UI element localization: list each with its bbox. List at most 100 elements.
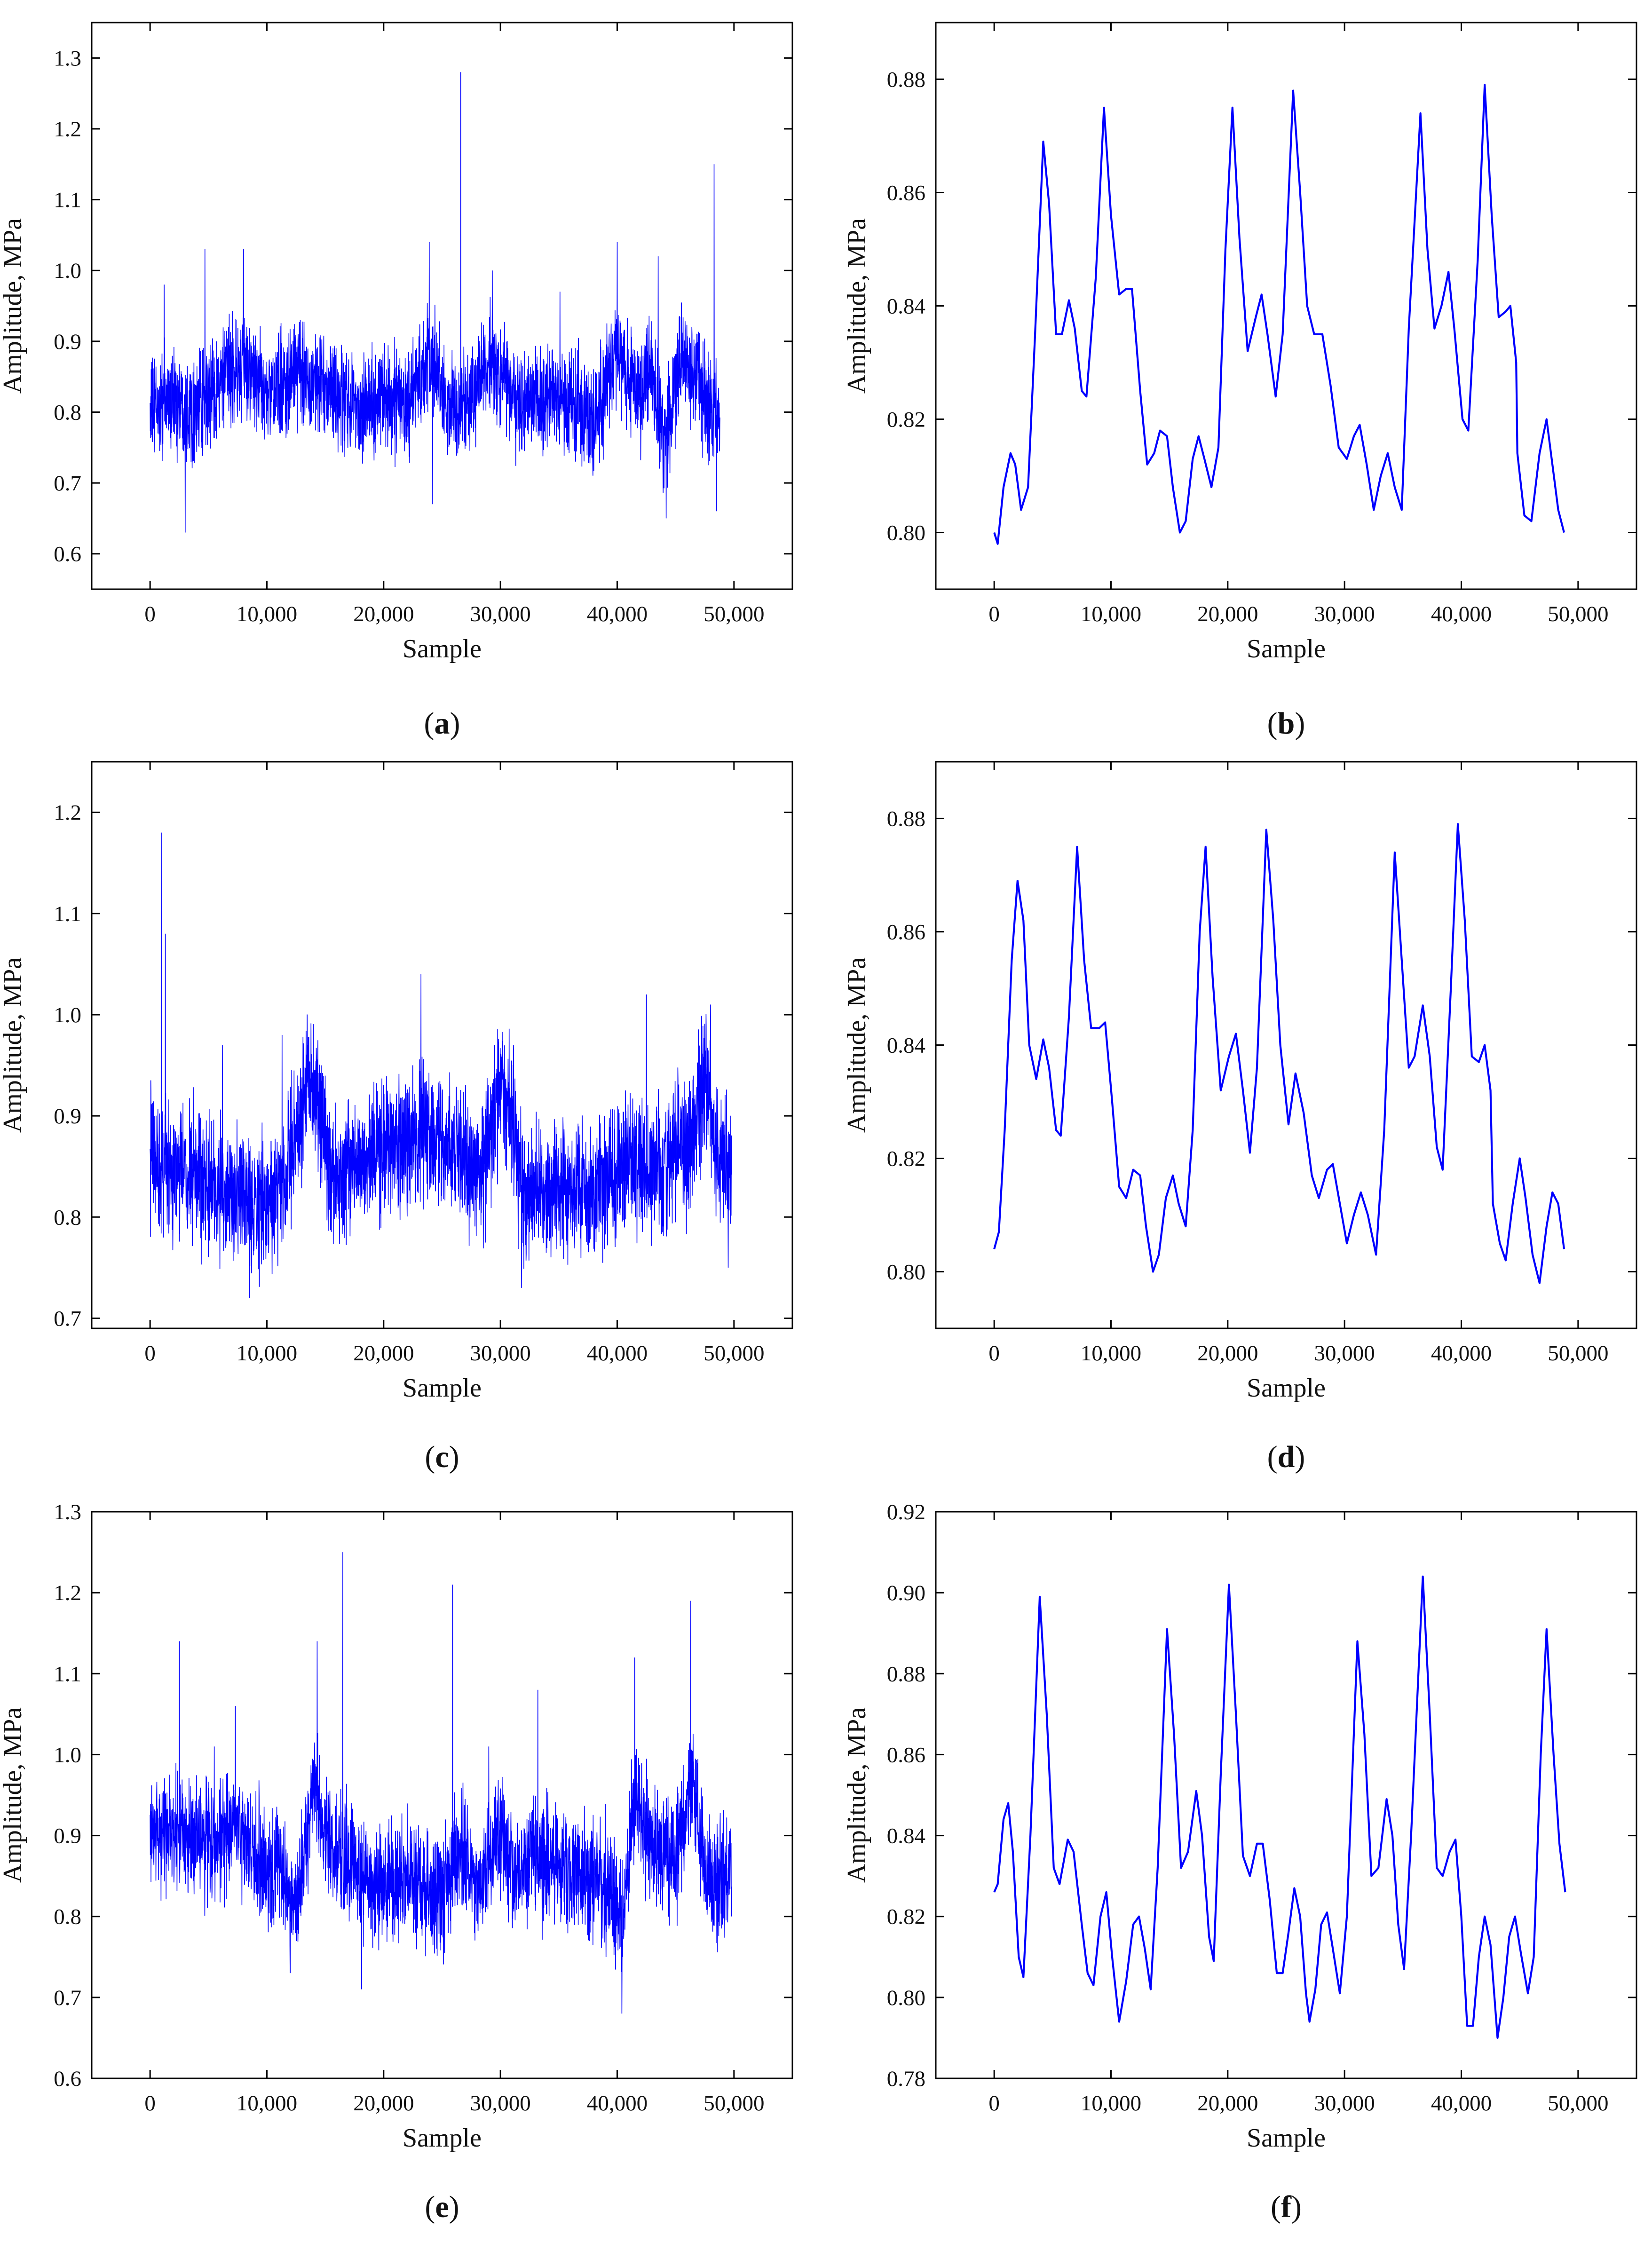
x-tick-label: 10,000: [1081, 2091, 1141, 2116]
plot-frame: [91, 761, 793, 1329]
chart-panel-e: 0 10,000 20,000 30,000 40,000 50,000 0.6 0.7 0.8…: [0, 1500, 793, 2224]
plot-frame: [91, 22, 793, 590]
x-tick-label: 50,000: [1548, 2091, 1608, 2116]
y-tick-label: 0.88: [887, 807, 925, 831]
y-tick-label: 0.86: [887, 1743, 925, 1767]
x-tick-label: 50,000: [1548, 1341, 1608, 1366]
x-tick-label: 10,000: [1081, 1341, 1141, 1366]
panel-label-open: (: [1267, 1440, 1278, 1474]
y-tick-label: 0.80: [887, 1986, 925, 2010]
panel-label-letter: a: [435, 706, 450, 741]
x-tick-label: 20,000: [1197, 1341, 1258, 1366]
series-line-e: [150, 1552, 732, 2014]
panel-label-close: ): [450, 706, 460, 741]
chart-panel-d: 0 10,000 20,000 30,000 40,000 50,000 0.80 0.82 0…: [842, 761, 1637, 1474]
x-tick-label: 30,000: [1314, 2091, 1375, 2116]
panel-label-open: (: [425, 2190, 435, 2224]
x-tick-label: 40,000: [587, 2091, 648, 2116]
x-tick-label: 20,000: [1197, 602, 1258, 626]
x-tick-label: 0: [988, 1341, 1000, 1366]
y-axis-title: Amplitude, MPa: [842, 1707, 871, 1883]
panel-label-open: (: [425, 1440, 435, 1474]
x-tick-label: 40,000: [587, 1341, 648, 1366]
panel-label-open: (: [1267, 706, 1278, 741]
y-axis-title: Amplitude, MPa: [0, 957, 27, 1133]
x-tick-label: 20,000: [353, 2091, 414, 2116]
plot-frame: [91, 1511, 793, 2079]
y-tick-label: 1.0: [54, 259, 81, 283]
y-tick-label: 1.2: [54, 1581, 81, 1605]
x-tick-label: 30,000: [1314, 602, 1375, 626]
y-tick-label: 0.9: [54, 1824, 81, 1848]
y-tick-label: 0.82: [887, 1905, 925, 1929]
chart-panel-a: 0 10,000 20,000 30,000 40,000 50,000 0.6 0.7 0.8…: [0, 22, 793, 741]
panel-label-open: (: [424, 706, 435, 741]
y-tick-label: 1.0: [54, 1003, 81, 1027]
chart-panel-c: 0 10,000 20,000 30,000 40,000 50,000 0.7 0.8 0.9…: [0, 761, 793, 1474]
x-tick-label: 50,000: [703, 602, 764, 626]
panel-label-close: ): [1291, 2190, 1302, 2224]
x-axis-title: Sample: [1247, 1374, 1326, 1403]
x-tick-label: 40,000: [587, 602, 648, 626]
x-axis-title: Sample: [403, 2124, 482, 2153]
panel-label-close: ): [449, 2190, 459, 2224]
x-tick-label: 50,000: [1548, 602, 1608, 626]
y-tick-label: 0.88: [887, 68, 925, 92]
y-tick-label: 0.9: [54, 330, 81, 354]
y-tick-label: 1.0: [54, 1743, 81, 1767]
x-tick-label: 40,000: [1431, 602, 1492, 626]
x-tick-label: 10,000: [237, 2091, 297, 2116]
y-tick-label: 0.8: [54, 1905, 81, 1929]
panel-label-f: (f): [1271, 2190, 1302, 2224]
panel-label-close: ): [1295, 1440, 1305, 1474]
x-axis-title: Sample: [1247, 634, 1326, 663]
y-tick-label: 0.88: [887, 1662, 925, 1686]
panel-label-letter: b: [1278, 706, 1295, 741]
panel-label-e: (e): [425, 2190, 459, 2224]
plot-frame: [935, 22, 1637, 590]
y-axis-title: Amplitude, MPa: [0, 1707, 27, 1883]
y-tick-label: 1.3: [54, 46, 81, 71]
x-tick-label: 0: [144, 1341, 156, 1366]
y-tick-label: 1.1: [54, 188, 81, 213]
x-axis-title: Sample: [403, 1374, 482, 1403]
y-tick-label: 1.3: [54, 1500, 81, 1524]
y-tick-label: 0.8: [54, 1205, 81, 1230]
y-tick-label: 0.78: [887, 2067, 925, 2091]
panel-label-c: (c): [425, 1440, 459, 1474]
y-tick-label: 0.82: [887, 1147, 925, 1171]
x-tick-label: 40,000: [1431, 1341, 1492, 1366]
panel-label-close: ): [449, 1440, 459, 1474]
y-tick-label: 0.7: [54, 1306, 81, 1331]
x-tick-label: 10,000: [237, 602, 297, 626]
panel-label-b: (b): [1267, 706, 1305, 741]
chart-panel-f: 0 10,000 20,000 30,000 40,000 50,000 0.78 0.80 0…: [842, 1500, 1637, 2224]
y-tick-label: 0.86: [887, 920, 925, 945]
x-tick-label: 30,000: [470, 2091, 531, 2116]
y-tick-label: 0.84: [887, 294, 925, 319]
y-tick-label: 0.7: [54, 471, 81, 496]
x-tick-label: 10,000: [1081, 602, 1141, 626]
x-tick-label: 50,000: [703, 2091, 764, 2116]
panel-label-a: (a): [424, 706, 460, 741]
panel-label-d: (d): [1267, 1440, 1305, 1474]
y-tick-label: 0.7: [54, 1986, 81, 2010]
x-tick-label: 0: [144, 2091, 156, 2116]
y-tick-label: 1.2: [54, 117, 81, 142]
x-axis-title: Sample: [403, 634, 482, 663]
series-line-c: [150, 832, 732, 1298]
series-line-d: [993, 823, 1565, 1284]
y-tick-label: 0.80: [887, 521, 925, 545]
panel-label-letter: f: [1281, 2190, 1292, 2224]
y-tick-label: 0.9: [54, 1104, 81, 1129]
y-tick-label: 0.6: [54, 2067, 81, 2091]
y-tick-label: 1.1: [54, 902, 81, 926]
panel-label-open: (: [1271, 2190, 1281, 2224]
y-tick-label: 0.84: [887, 1824, 925, 1848]
x-axis-title: Sample: [1247, 2124, 1326, 2153]
y-tick-label: 0.6: [54, 542, 81, 567]
plot-frame: [935, 1511, 1637, 2079]
y-tick-label: 0.80: [887, 1260, 925, 1285]
x-tick-label: 10,000: [237, 1341, 297, 1366]
x-tick-label: 30,000: [470, 1341, 531, 1366]
